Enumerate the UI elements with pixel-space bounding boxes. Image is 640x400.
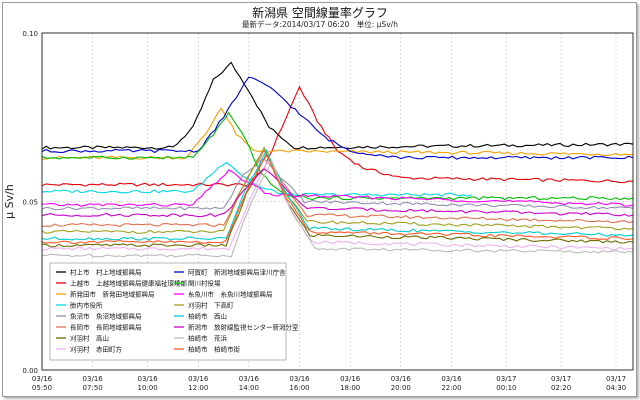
series-line: [41, 85, 634, 187]
series-line: [41, 157, 634, 251]
legend-label: 刈羽村 高山: [70, 334, 109, 343]
legend-label: 糸魚川市 糸魚川地域振興局: [188, 290, 273, 299]
y-axis-label: μ Sv/h: [3, 184, 16, 219]
legend-label: 新潟市 放射線監視センター新潟分室: [188, 323, 299, 332]
chart-title: 新潟県 空間線量率グラフ: [252, 6, 388, 20]
legend-label: 新発田市 新発田地域振興局: [70, 290, 155, 299]
x-tick-date: 03/17: [606, 375, 626, 383]
x-tick-date: 03/17: [551, 375, 571, 383]
series-line: [41, 146, 634, 234]
x-tick-time: 10:00: [137, 384, 157, 392]
series-line: [41, 76, 634, 160]
legend-label: 胎内市役所: [70, 301, 103, 310]
x-tick-time: 22:00: [441, 384, 461, 392]
x-tick-time: 16:00: [289, 384, 309, 392]
x-tick-time: 14:00: [239, 384, 259, 392]
x-tick-date: 03/16: [441, 375, 462, 383]
series-lines: [41, 61, 634, 258]
series-line: [41, 152, 634, 248]
series-line: [41, 158, 634, 211]
series-line: [41, 107, 634, 160]
legend-label: 関川村役場: [188, 279, 221, 288]
x-tick-time: 12:00: [188, 384, 208, 392]
series-line: [41, 111, 634, 201]
series-line: [41, 169, 634, 207]
x-tick-time: 20:00: [391, 384, 411, 392]
series-line: [41, 168, 634, 218]
x-tick-time: 00:10: [496, 384, 516, 392]
y-tick-label: 0.05: [22, 199, 38, 207]
series-line: [41, 61, 634, 150]
x-tick-date: 03/16: [83, 375, 104, 383]
y-tick-labels: 0.00 0.05 0.10: [22, 30, 38, 375]
legend-label: 柏崎市 西山: [188, 312, 227, 321]
series-line: [42, 159, 634, 258]
x-tick-date: 03/16: [188, 375, 209, 383]
x-tick-time: 04:30: [606, 384, 626, 392]
legend-label: 刈羽村 赤田町方: [70, 345, 123, 354]
series-line: [41, 149, 634, 241]
plot-area: [41, 32, 634, 371]
x-tick-date: 03/16: [137, 375, 158, 383]
x-tick-date: 03/17: [496, 375, 516, 383]
legend-label: 柏崎市 荒浜: [188, 334, 228, 343]
chart-subtitle: 最新データ:2014/03/17 06:20 単位: μSv/h: [242, 20, 398, 29]
x-tick-date: 03/16: [391, 375, 412, 383]
x-tick-time: 07:50: [83, 384, 103, 392]
legend-box: [49, 262, 287, 361]
series-line: [41, 154, 634, 244]
x-tick-date: 03/16: [340, 375, 361, 383]
series-line: [41, 149, 634, 228]
y-tick-label: 0.10: [22, 30, 38, 38]
series-line: [41, 161, 472, 197]
legend-label: 上越市 上越地域振興局健康福祉環境部: [70, 279, 188, 288]
x-tick-time: 18:00: [340, 384, 360, 392]
x-tick-date: 03/16: [239, 375, 260, 383]
legend-label: 柏崎市 柏崎市街: [188, 345, 241, 354]
legend-label: 長岡市 長岡地域振興局: [70, 323, 142, 332]
legend-label: 刈羽村 下高町: [188, 301, 234, 310]
legend-label: 魚沼市 魚沼地域振興局: [70, 312, 142, 321]
y-tick-label: 0.00: [22, 367, 38, 375]
legend-label: 村上市 村上地域振興局: [70, 268, 142, 277]
x-tick-labels: 03/1605:5003/1607:5003/1610:0003/1612:00…: [32, 375, 626, 392]
x-tick-time: 02:20: [551, 384, 571, 392]
legend-label: 阿賀町 新潟地域振興局津川庁舎: [188, 268, 286, 277]
x-tick-date: 03/16: [289, 375, 310, 383]
x-tick-date: 03/16: [32, 375, 53, 383]
x-tick-time: 05:50: [32, 384, 52, 392]
